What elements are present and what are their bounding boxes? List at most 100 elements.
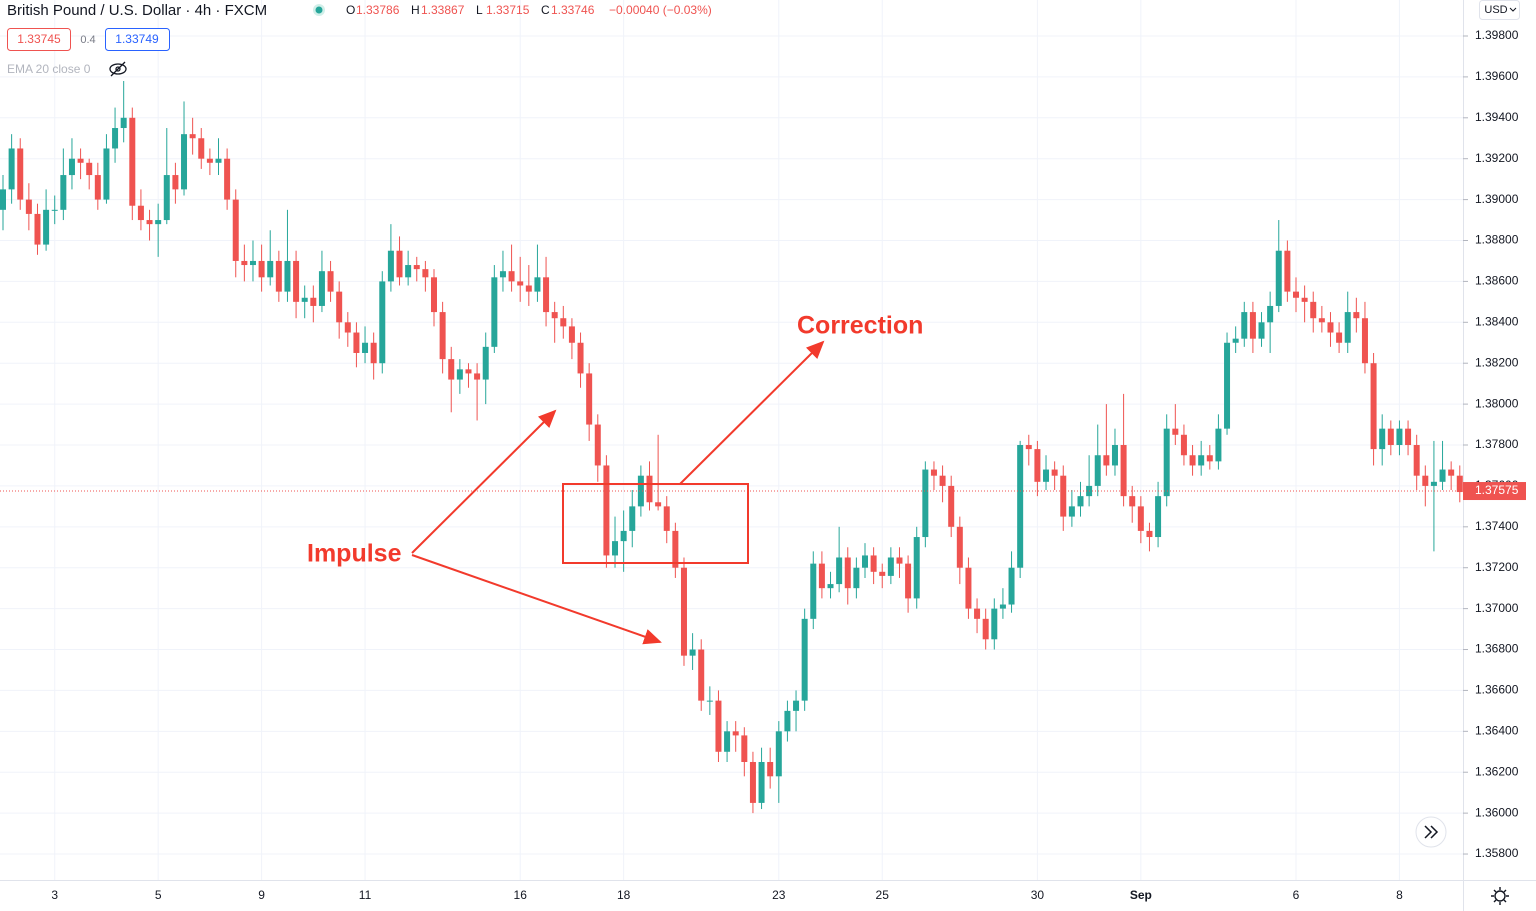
- y-tick-label: 1.39400: [1475, 110, 1519, 124]
- candle-body: [862, 555, 868, 568]
- candle-body: [603, 465, 610, 556]
- candle-body: [853, 567, 860, 589]
- candle-body: [224, 158, 231, 200]
- candle-body: [793, 700, 800, 711]
- candle-body: [1301, 297, 1308, 302]
- candle-body: [1439, 469, 1446, 482]
- candle-body: [879, 571, 886, 576]
- candle-body: [8, 148, 15, 190]
- x-tick-label: 5: [155, 888, 162, 902]
- candle-body: [1413, 445, 1420, 476]
- candle-body: [284, 260, 291, 292]
- ask[interactable]: 1.33749: [115, 32, 159, 46]
- candle-body: [422, 269, 429, 278]
- dropdown-icon[interactable]: [1509, 7, 1517, 12]
- candle-body: [663, 506, 670, 531]
- x-tick-label: Sep: [1130, 888, 1152, 902]
- candle-body: [112, 128, 119, 149]
- candle-body: [629, 506, 636, 531]
- candle-body: [431, 277, 437, 313]
- y-tick-label: 1.35800: [1475, 846, 1519, 860]
- candle-body: [698, 649, 705, 701]
- bid-box[interactable]: [7, 28, 71, 51]
- candle-body: [1189, 455, 1196, 466]
- candle-body: [741, 735, 748, 762]
- candle-body: [215, 158, 222, 163]
- candle-body: [362, 342, 369, 353]
- y-tick-label: 1.37200: [1475, 560, 1519, 574]
- candle-body: [706, 700, 713, 702]
- candle-body: [1405, 428, 1412, 446]
- x-tick-label: 6: [1293, 888, 1300, 902]
- y-tick-label: 1.39600: [1475, 69, 1519, 83]
- candle-body: [517, 281, 524, 286]
- candle-body: [413, 265, 420, 270]
- hide-icon[interactable]: [109, 61, 127, 77]
- candles: [0, 80, 1463, 814]
- candle-body: [715, 700, 722, 752]
- x-tick-label: 25: [876, 888, 890, 902]
- y-tick-label: 1.37800: [1475, 437, 1519, 451]
- x-tick-label: 9: [258, 888, 265, 902]
- candle-body: [43, 209, 50, 245]
- candle-body: [612, 541, 619, 556]
- candle-body: [1379, 428, 1386, 450]
- currency-button[interactable]: [1479, 0, 1520, 20]
- y-tick-label: 1.36000: [1475, 805, 1519, 819]
- candle-body: [51, 209, 58, 211]
- candle-body: [0, 189, 6, 210]
- y-tick-label: 1.38800: [1475, 233, 1519, 247]
- candle-body: [25, 199, 32, 214]
- y-tick-label: 1.36800: [1475, 642, 1519, 656]
- y-tick-label: 1.37000: [1475, 601, 1519, 615]
- candle-body: [456, 369, 463, 380]
- x-tick-label: 3: [51, 888, 58, 902]
- currency[interactable]: USD: [1484, 4, 1507, 16]
- candle-body: [999, 604, 1006, 609]
- y-tick-label: 1.38600: [1475, 274, 1519, 288]
- candle-body: [939, 475, 946, 486]
- candle-body: [1241, 312, 1248, 339]
- scroll-icon[interactable]: [1424, 825, 1439, 839]
- candle-body: [818, 563, 825, 589]
- impulse-arrow: [411, 554, 662, 645]
- candle-body: [1456, 475, 1463, 493]
- y-tick-label: 1.38000: [1475, 396, 1519, 410]
- candle-body: [508, 271, 515, 282]
- candle-body: [560, 318, 567, 327]
- candle-body: [206, 158, 213, 163]
- settings-icon[interactable]: [1491, 887, 1509, 905]
- candle-body: [1258, 322, 1265, 339]
- candle-body: [465, 369, 472, 374]
- axis: 1.35800 1.36000 1.36200 1.36400 1.36600 1.368…: [0, 28, 1526, 902]
- candle-body: [655, 502, 662, 507]
- candle-body: [577, 342, 584, 374]
- correction-arrow: [679, 340, 825, 485]
- x-tick-label: 11: [359, 888, 372, 902]
- candle-body: [491, 277, 498, 347]
- y-tick-label: 1.39800: [1475, 28, 1519, 42]
- candle-body: [1094, 455, 1101, 486]
- candle-body: [1267, 305, 1274, 323]
- candle-body: [336, 291, 343, 323]
- candle-body: [189, 134, 196, 139]
- candle-body: [913, 537, 920, 599]
- candle-body: [129, 117, 136, 206]
- candle-body: [353, 332, 360, 353]
- candle-body: [784, 710, 791, 732]
- candle-body: [827, 584, 834, 589]
- x-tick-label: 18: [617, 888, 631, 902]
- y-tick-label: 1.36400: [1475, 723, 1519, 737]
- candle-body: [1249, 312, 1256, 339]
- candle-body: [646, 475, 653, 503]
- readout-label: L: [476, 3, 483, 17]
- candle-body: [1293, 291, 1299, 298]
- candle-body: [181, 134, 188, 190]
- candle-body: [974, 608, 981, 619]
- ohlc-readout: O 1.33786 H 1.33867 L 1.33715 C 1.33746: [346, 3, 595, 17]
- ask-box[interactable]: [105, 28, 170, 51]
- candle-body: [922, 469, 929, 538]
- bid[interactable]: 1.33745: [17, 32, 61, 46]
- y-tick-label: 1.36600: [1475, 683, 1519, 697]
